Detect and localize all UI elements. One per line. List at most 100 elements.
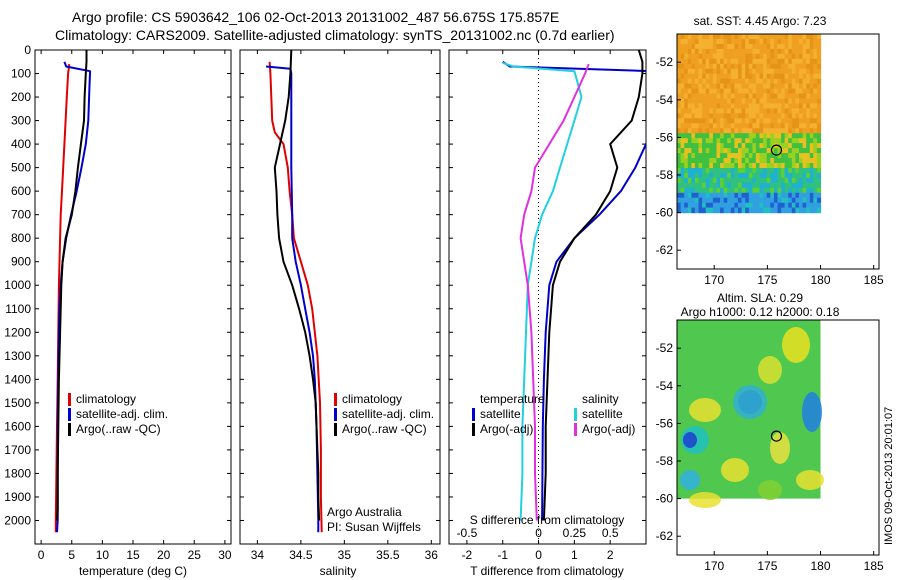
sst-cell — [763, 172, 768, 179]
sst-cell — [755, 53, 761, 60]
sst-cell — [723, 58, 728, 65]
sst-cell — [694, 43, 700, 50]
sst-cell — [802, 48, 807, 55]
legend-swatch-t-argo — [472, 423, 475, 436]
sst-cell — [687, 88, 692, 95]
sst-cell — [773, 123, 779, 129]
sst-cell — [730, 43, 735, 50]
map-y-tick-label: -62 — [656, 243, 674, 257]
sst-cell — [784, 182, 789, 189]
sst-cell — [816, 93, 822, 100]
sst-cell — [705, 143, 710, 149]
sst-cell — [687, 128, 692, 134]
sst-cell — [791, 138, 796, 144]
sst-cell — [734, 123, 739, 129]
sst-cell — [738, 108, 743, 114]
sst-cell — [752, 192, 757, 199]
sst-cell — [702, 158, 707, 164]
sst-cell — [755, 98, 761, 105]
sst-cell — [691, 43, 696, 50]
sst-cell — [809, 123, 814, 129]
sst-cell — [734, 143, 739, 149]
sst-cell — [799, 39, 804, 45]
sst-cell — [755, 43, 761, 50]
sst-cell — [802, 39, 807, 45]
sst-cell — [784, 123, 789, 129]
sst-cell — [677, 168, 682, 174]
sst-cell — [816, 73, 822, 80]
sst-cell — [716, 63, 721, 70]
sst-cell — [709, 148, 714, 154]
sst-cell — [759, 133, 764, 139]
sst-cell — [738, 138, 743, 144]
sst-cell — [741, 207, 746, 214]
sst-cell — [781, 168, 786, 174]
sst-cell — [691, 73, 696, 80]
sst-cell — [741, 34, 746, 40]
sst-cell — [763, 182, 768, 189]
sst-cell — [680, 153, 685, 159]
sst-cell — [716, 172, 721, 179]
sst-cell — [755, 168, 761, 174]
sst-cell — [723, 163, 728, 169]
sst-cell — [723, 197, 728, 204]
sst-cell — [687, 202, 692, 209]
sst-cell — [795, 197, 800, 204]
sst-cell — [816, 58, 822, 65]
sst-cell — [727, 43, 732, 50]
sst-cell — [802, 192, 807, 199]
sst-cell — [734, 88, 739, 95]
sst-cell — [791, 177, 796, 184]
sst-cell — [684, 197, 689, 204]
sst-cell — [763, 34, 768, 40]
sst-cell — [784, 202, 789, 209]
sst-cell — [738, 197, 743, 204]
sst-cell — [799, 68, 804, 75]
sst-cell — [723, 39, 728, 45]
legend-swatch-satellite — [334, 408, 337, 421]
sst-cell — [705, 34, 710, 40]
sst-cell — [802, 63, 807, 70]
sst-cell — [727, 138, 732, 144]
sst-cell — [712, 118, 718, 124]
sst-cell — [709, 103, 714, 110]
sst-cell — [705, 172, 710, 179]
sst-cell — [720, 123, 725, 129]
sst-cell — [741, 197, 746, 204]
sst-cell — [773, 163, 779, 169]
sst-cell — [698, 168, 703, 174]
sst-cell — [730, 133, 735, 139]
sst-cell — [720, 34, 725, 40]
sst-cell — [687, 148, 692, 154]
sst-cell — [702, 83, 707, 90]
sst-cell — [781, 93, 786, 100]
sst-cell — [813, 39, 818, 45]
sst-cell — [691, 153, 696, 159]
sst-cell — [766, 168, 771, 174]
sst-cell — [791, 113, 796, 119]
sst-cell — [759, 172, 764, 179]
sst-cell — [763, 143, 768, 149]
sst-cell — [795, 182, 800, 189]
sst-cell — [705, 168, 710, 174]
sst-cell — [712, 108, 718, 114]
sst-cell — [741, 58, 746, 65]
sst-cell — [687, 68, 692, 75]
sst-cell — [716, 108, 721, 114]
sst-cell — [738, 128, 743, 134]
sst-cell — [705, 177, 710, 184]
sst-cell — [802, 148, 807, 154]
sst-cell — [698, 48, 703, 55]
sst-cell — [755, 63, 761, 70]
sst-cell — [727, 53, 732, 60]
sst-cell — [777, 103, 782, 110]
sst-cell — [763, 138, 768, 144]
sst-cell — [813, 68, 818, 75]
sst-cell — [702, 163, 707, 169]
legend-header-temperature: temperature — [480, 392, 545, 406]
sst-cell — [781, 73, 786, 80]
sst-cell — [723, 128, 728, 134]
x-tick-label: 36 — [425, 548, 439, 562]
sst-cell — [738, 192, 743, 199]
sst-cell — [691, 34, 696, 40]
